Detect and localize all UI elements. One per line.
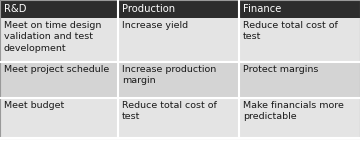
Bar [0, 18, 118, 62]
Text: Protect margins: Protect margins [243, 65, 318, 74]
Text: Meet budget: Meet budget [4, 101, 64, 110]
Bar [118, 62, 239, 98]
Text: R&D: R&D [4, 4, 27, 14]
Bar [118, 0, 239, 18]
Text: Reduce total cost of
test: Reduce total cost of test [122, 101, 217, 122]
Bar [239, 98, 360, 138]
Bar [0, 98, 118, 138]
Text: Increase production
margin: Increase production margin [122, 65, 216, 86]
Bar [239, 62, 360, 98]
Bar [118, 98, 239, 138]
Bar [118, 18, 239, 62]
Text: Meet on time design
validation and test
development: Meet on time design validation and test … [4, 21, 102, 53]
Bar [0, 62, 118, 98]
Bar [239, 18, 360, 62]
Text: Reduce total cost of
test: Reduce total cost of test [243, 21, 338, 41]
Text: Increase yield: Increase yield [122, 21, 188, 30]
Bar [239, 0, 360, 18]
Text: Meet project schedule: Meet project schedule [4, 65, 109, 74]
Text: Finance: Finance [243, 4, 282, 14]
Bar [0, 0, 118, 18]
Text: Production: Production [122, 4, 175, 14]
Text: Make financials more
predictable: Make financials more predictable [243, 101, 344, 122]
